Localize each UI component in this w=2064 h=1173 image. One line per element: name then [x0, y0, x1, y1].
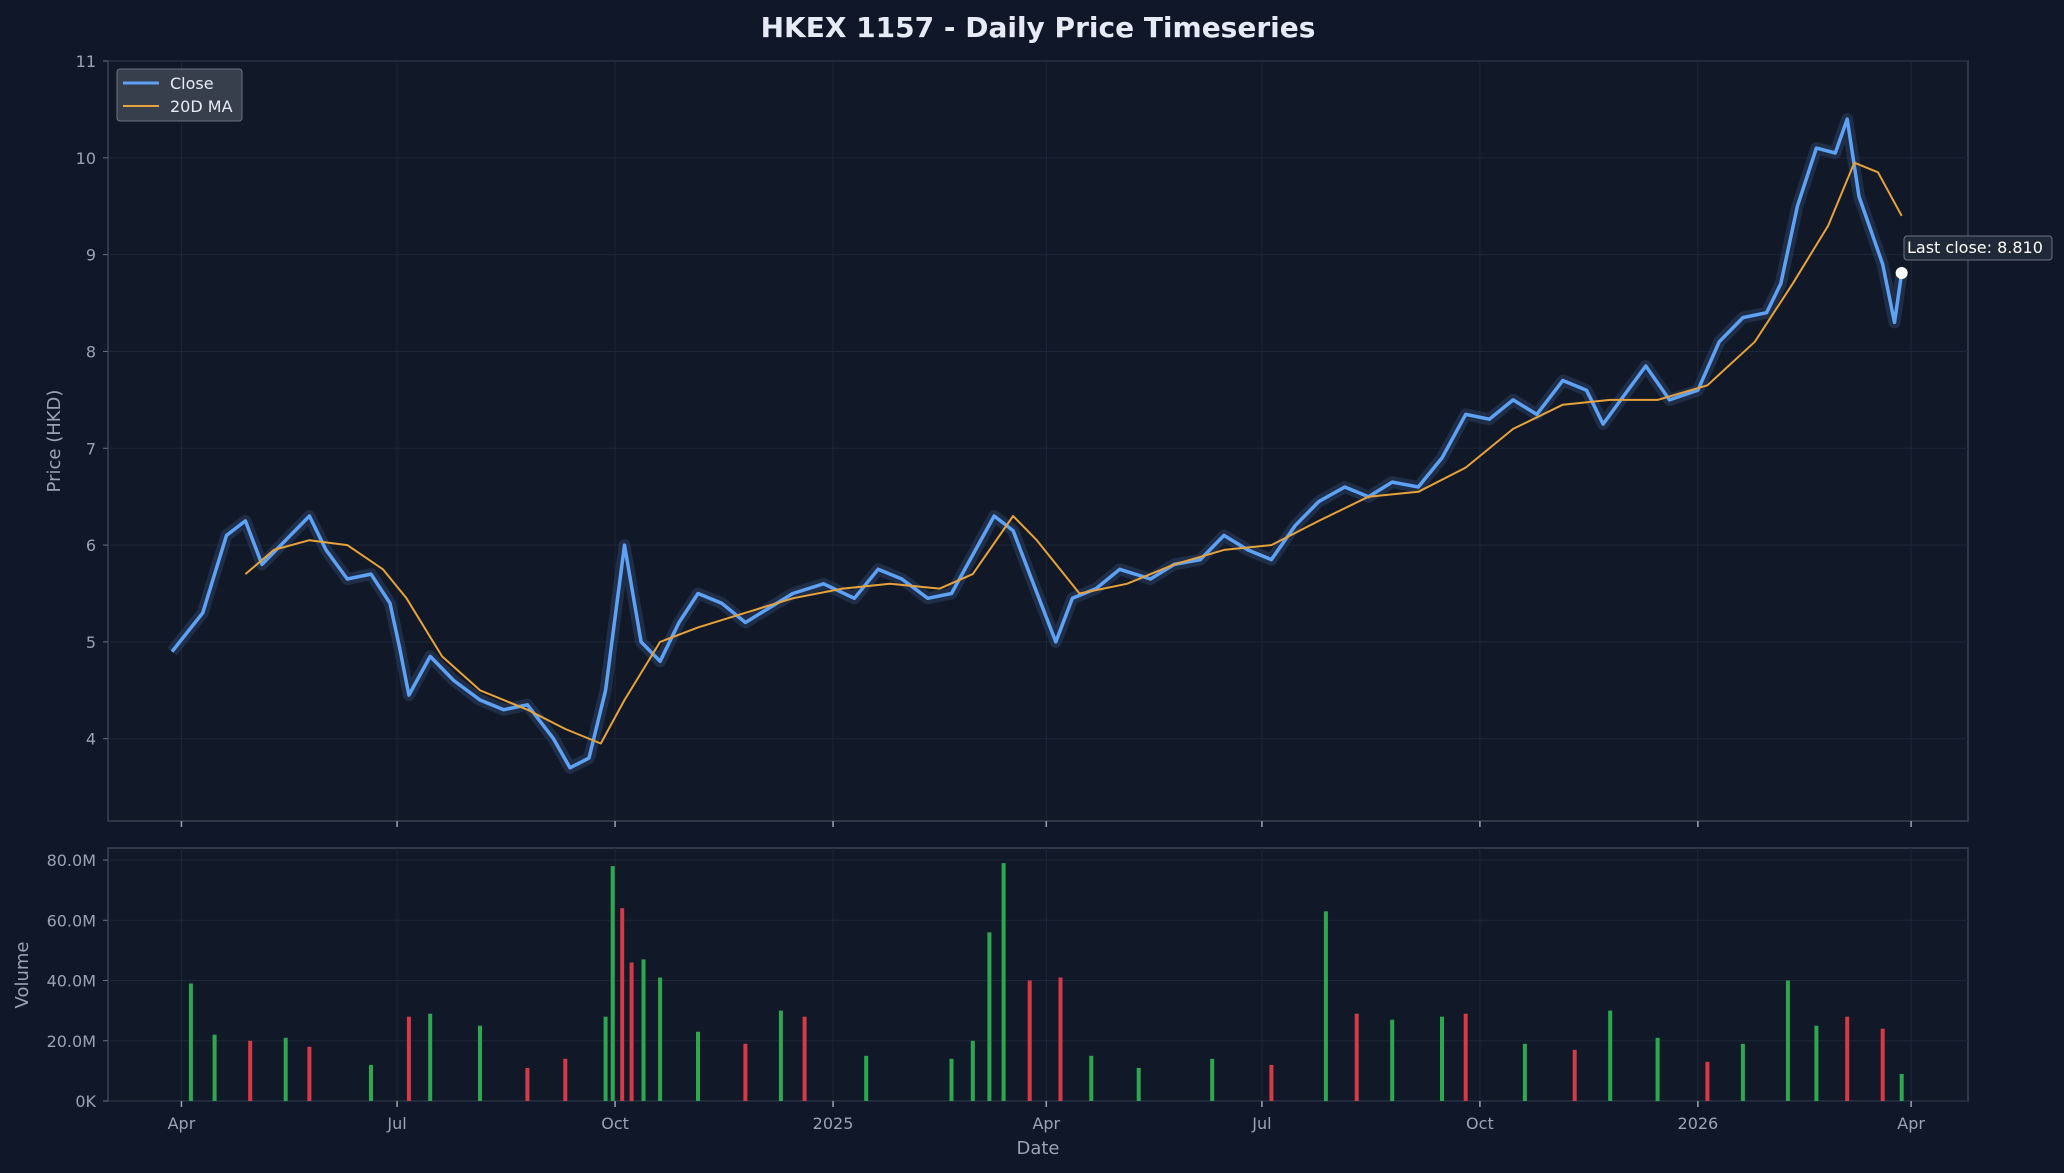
volume-bar [1001, 863, 1006, 1101]
legend-label-ma: 20D MA [170, 97, 233, 116]
volume-bar [603, 1016, 608, 1101]
volume-bar [1572, 1049, 1577, 1101]
volume-bar [1440, 1016, 1444, 1101]
x-tick-label: Apr [1897, 1114, 1925, 1133]
volume-y-tick-label: 80.0M [47, 851, 96, 870]
volume-y-tick-label: 40.0M [47, 972, 96, 991]
volume-bar [1608, 1010, 1613, 1101]
x-tick-label: Jul [386, 1114, 406, 1133]
volume-bar [1899, 1073, 1904, 1101]
volume-bar [428, 1013, 433, 1101]
x-tick-label: 2026 [1678, 1114, 1719, 1133]
x-tick-label: 2025 [813, 1114, 854, 1133]
volume-bar [369, 1064, 373, 1101]
x-axis-label: Date [1016, 1138, 1059, 1159]
last-close-annotation-box [1903, 235, 2053, 261]
price-y-tick-label: 11 [76, 52, 96, 71]
volume-y-tick-label: 0K [75, 1092, 96, 1111]
volume-bar [802, 1016, 807, 1101]
volume-bar [248, 1040, 253, 1101]
volume-bar [987, 932, 992, 1101]
price-y-ticks: 4 5 6 7 8 9 10 11 [76, 52, 108, 749]
volume-bar [563, 1058, 568, 1101]
volume-bars [188, 863, 1904, 1102]
volume-bar [1880, 1028, 1885, 1101]
volume-bar [188, 983, 193, 1101]
volume-bar [743, 1043, 748, 1101]
volume-bar [1705, 1061, 1710, 1101]
volume-bar [1522, 1043, 1527, 1101]
volume-y-tick-label: 60.0M [47, 911, 96, 930]
x-tick-label: Oct [601, 1114, 629, 1133]
volume-bar [610, 866, 615, 1101]
volume-bar [658, 977, 663, 1101]
price-y-axis-label: Price (HKD) [44, 390, 65, 493]
x-tick-label: Oct [1466, 1114, 1494, 1133]
last-close-annotation: Last close: 8.810 [1907, 238, 2043, 257]
volume-bar [1089, 1055, 1094, 1101]
volume-bar [864, 1055, 869, 1101]
volume-bar [1323, 911, 1328, 1102]
price-y-tick-label: 7 [86, 439, 96, 458]
price-y-tick-label: 6 [86, 536, 96, 555]
volume-y-axis-label: Volume [12, 942, 33, 1009]
volume-bar [949, 1058, 954, 1101]
volume-bar [525, 1067, 530, 1101]
volume-bar [1740, 1043, 1745, 1101]
price-y-tick-label: 5 [86, 633, 96, 652]
volume-y-ticks: 0K 20.0M 40.0M 60.0M 80.0M [47, 851, 108, 1111]
volume-bar [1845, 1016, 1850, 1101]
volume-bar [283, 1037, 288, 1102]
last-close-marker [1895, 267, 1908, 280]
volume-bar [307, 1046, 312, 1101]
price-lines [167, 113, 1908, 774]
volume-bar [970, 1040, 975, 1101]
volume-bar [1655, 1037, 1660, 1102]
price-plot-area [107, 60, 1969, 822]
volume-bar [1136, 1067, 1141, 1101]
volume-bar [406, 1016, 411, 1101]
volume-bar [1390, 1019, 1395, 1101]
legend: Close 20D MA [116, 68, 243, 122]
x-tick-label: Apr [168, 1114, 196, 1133]
volume-bar [1463, 1013, 1468, 1101]
x-tick-label: Jul [1251, 1114, 1271, 1133]
volume-bar [641, 959, 646, 1101]
volume-y-tick-label: 20.0M [47, 1032, 96, 1051]
price-y-tick-label: 9 [86, 246, 96, 265]
moving-average-line [244, 161, 1903, 745]
volume-bar [478, 1025, 482, 1101]
volume-bar [1354, 1013, 1359, 1101]
volume-bar [1814, 1025, 1819, 1101]
price-y-tick-label: 4 [86, 730, 96, 749]
volume-bar [629, 962, 634, 1101]
price-panel: 4 5 6 7 8 9 10 11 Price (HKD) Close 20D MA Last… [44, 52, 2053, 827]
price-y-tick-label: 10 [76, 149, 96, 168]
volume-bar [778, 1010, 783, 1101]
volume-panel: 0K 20.0M 40.0M 60.0M 80.0M Apr Jul Oct 2025 Apr J… [12, 847, 1969, 1133]
volume-bar [696, 1031, 700, 1101]
price-x-ticks [180, 821, 1912, 827]
volume-bar [1058, 977, 1063, 1101]
price-grid [108, 60, 1968, 821]
volume-bar [212, 1034, 217, 1101]
volume-bar [620, 908, 625, 1101]
legend-label-close: Close [170, 74, 214, 93]
chart-title: HKEX 1157 - Daily Price Timeseries [761, 11, 1316, 44]
x-tick-label: Apr [1032, 1114, 1060, 1133]
volume-plot-area [107, 847, 1969, 1102]
volume-bar [1210, 1058, 1215, 1101]
volume-x-ticks: Apr Jul Oct 2025 Apr Jul Oct 2026 Apr [168, 1101, 1925, 1133]
close-price-line [170, 117, 1904, 770]
price-y-tick-label: 8 [86, 342, 96, 361]
volume-bar [1785, 980, 1790, 1101]
volume-bar [1027, 980, 1032, 1101]
volume-bar [1269, 1064, 1274, 1101]
